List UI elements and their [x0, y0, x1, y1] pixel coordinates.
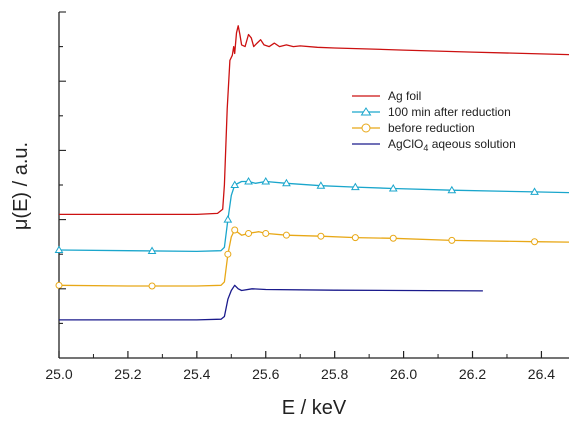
- data-point: [350, 182, 360, 191]
- data-point: [148, 282, 156, 290]
- data-point: [261, 177, 271, 185]
- legend-marker: [361, 123, 371, 133]
- data-point: [282, 178, 291, 187]
- data-point: [224, 250, 232, 258]
- x-tick-label: 25.4: [183, 366, 210, 382]
- x-tick-label: 26.4: [528, 366, 555, 382]
- data-point: [389, 234, 397, 242]
- data-point: [230, 180, 240, 188]
- legend-marker: [360, 107, 372, 116]
- data-point: [282, 231, 290, 239]
- x-tick-label: 25.2: [114, 366, 141, 382]
- data-point: [351, 234, 359, 242]
- x-tick-label: 25.0: [45, 366, 72, 382]
- data-point: [147, 246, 157, 254]
- x-tick-label: 26.0: [390, 366, 417, 382]
- x-tick-label: 25.6: [252, 366, 279, 382]
- data-point: [317, 232, 325, 240]
- data-point: [244, 177, 253, 185]
- legend-label-2: before reduction: [388, 121, 475, 135]
- legend-label-3: AgClO4 aqeous solution: [388, 137, 516, 153]
- data-point: [316, 181, 326, 189]
- data-point: [447, 185, 457, 194]
- series-line-0: [59, 25, 570, 216]
- data-point: [388, 183, 398, 192]
- tick-marks: [58, 11, 543, 358]
- series-line-2: [58, 229, 570, 287]
- legend-label-1: 100 min after reduction: [388, 105, 511, 119]
- data-point: [530, 187, 539, 195]
- data-point: [54, 245, 64, 254]
- y-axis-title: μ(E) / a.u.: [10, 142, 32, 230]
- x-tick-labels: 25.0 25.2 25.4 25.6 25.8 26.0 26.2 26.4: [45, 366, 555, 382]
- legend-label-0: Ag foil: [388, 89, 421, 103]
- data-point: [531, 238, 539, 246]
- series-line-3: [59, 284, 483, 321]
- plot-area: [54, 12, 570, 359]
- data-point: [223, 215, 233, 223]
- data-point: [55, 281, 63, 289]
- data-point: [231, 226, 239, 234]
- data-point: [262, 229, 270, 237]
- x-tick-label: 26.2: [459, 366, 486, 382]
- data-point: [448, 236, 456, 244]
- data-point: [245, 229, 253, 237]
- legend: Ag foil 100 min after reduction before red…: [352, 89, 516, 153]
- x-axis-title: E / keV: [282, 397, 347, 419]
- x-tick-label: 25.8: [321, 366, 348, 382]
